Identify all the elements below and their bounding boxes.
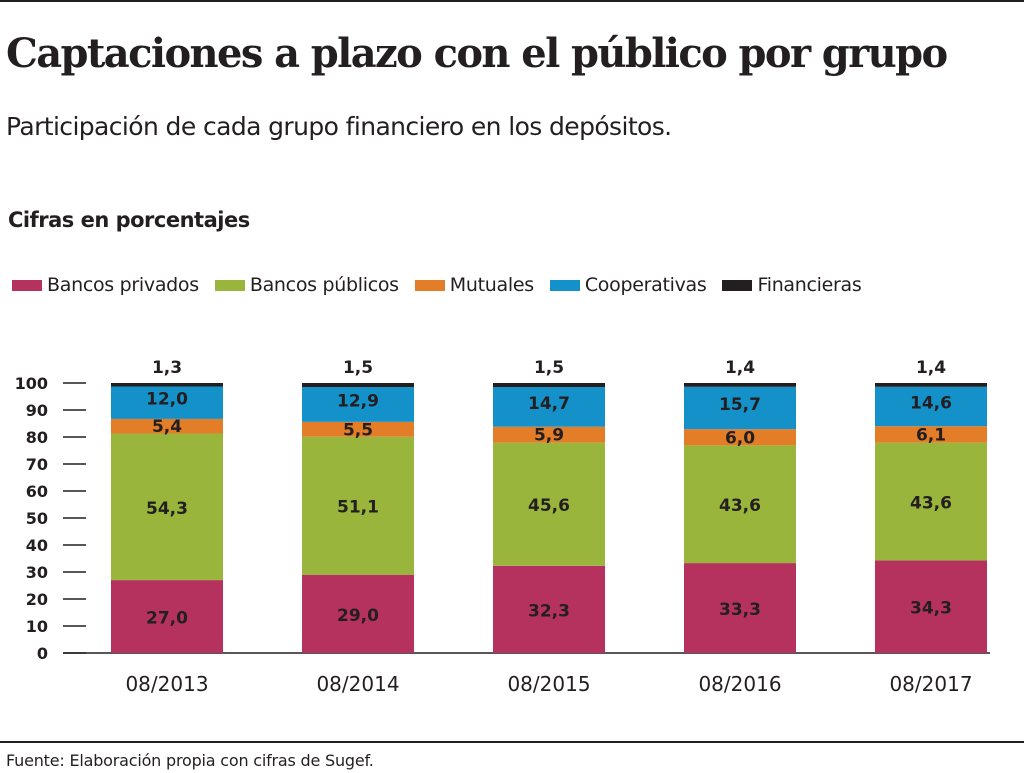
bar-segment-financieras [684, 383, 796, 387]
x-tick-label: 08/2016 [698, 672, 781, 696]
bar-segment-mutuales [493, 426, 605, 443]
legend-label-bancos-publicos: Bancos públicos [249, 274, 399, 296]
bar-segment-bancos-publicos [111, 433, 223, 581]
bar-segment-mutuales [875, 426, 987, 443]
y-tick-label: 100 [15, 374, 48, 393]
data-label-bancos-publicos: 43,6 [719, 496, 761, 516]
top-rule [0, 0, 1024, 2]
bar-segment-bancos-privados [875, 560, 987, 653]
data-label-cooperativas: 15,7 [719, 395, 761, 415]
x-tick-label: 08/2017 [889, 672, 972, 696]
bar-segment-bancos-publicos [875, 442, 987, 561]
data-label-mutuales: 6,0 [725, 428, 755, 448]
y-tick-label: 0 [37, 644, 48, 663]
y-tick-label: 30 [26, 563, 48, 582]
bar-segment-mutuales [302, 421, 414, 437]
bar-segment-cooperativas [684, 386, 796, 430]
bottom-rule [0, 741, 1024, 743]
data-label-bancos-publicos: 54,3 [146, 499, 188, 519]
legend-swatch-financieras [722, 279, 753, 291]
y-tick-label: 10 [26, 617, 48, 636]
legend-item-bancos-publicos: Bancos públicos [214, 274, 399, 296]
data-label-bancos-privados: 33,3 [719, 600, 761, 620]
data-label-bancos-privados: 29,0 [337, 606, 379, 626]
data-label-mutuales: 6,1 [916, 425, 946, 445]
y-tick-label: 20 [26, 590, 48, 609]
data-label-mutuales: 5,5 [343, 420, 373, 440]
bar-segment-bancos-publicos [684, 445, 796, 564]
x-tick-label: 08/2013 [125, 672, 208, 696]
units-note: Cifras en porcentajes [8, 208, 250, 232]
legend-item-financieras: Financieras [722, 274, 862, 296]
bar-segment-bancos-privados [302, 574, 414, 653]
data-label-financieras: 1,5 [534, 358, 564, 378]
data-label-cooperativas: 14,7 [528, 394, 570, 414]
data-label-cooperativas: 12,0 [146, 390, 188, 410]
bar-segment-bancos-publicos [302, 436, 414, 575]
legend: Bancos privados Bancos públicos Mutuales… [12, 274, 878, 296]
y-tick-label: 90 [26, 401, 48, 420]
data-label-financieras: 1,4 [725, 358, 755, 378]
source-note: Fuente: Elaboración propia con cifras de… [6, 751, 374, 770]
legend-item-bancos-privados: Bancos privados [12, 274, 199, 296]
data-label-cooperativas: 12,9 [337, 391, 379, 411]
legend-swatch-bancos-privados [12, 279, 42, 291]
bar-segment-cooperativas [493, 387, 605, 427]
chart-subtitle: Participación de cada grupo financiero e… [6, 112, 672, 141]
data-label-bancos-privados: 34,3 [910, 599, 952, 619]
legend-item-cooperativas: Cooperativas [549, 274, 707, 296]
legend-label-bancos-privados: Bancos privados [47, 274, 199, 296]
x-tick-label: 08/2014 [316, 672, 399, 696]
bar-segment-cooperativas [302, 387, 414, 422]
bar-segment-financieras [111, 383, 223, 387]
bar-segment-bancos-publicos [493, 442, 605, 566]
data-label-mutuales: 5,4 [152, 417, 182, 437]
data-label-bancos-publicos: 45,6 [528, 496, 570, 516]
legend-swatch-cooperativas [549, 279, 580, 291]
bar-segment-financieras [875, 383, 987, 387]
legend-item-mutuales: Mutuales [414, 274, 534, 296]
y-tick-label: 80 [26, 428, 48, 447]
data-label-cooperativas: 14,6 [910, 393, 952, 413]
y-tick-label: 50 [26, 509, 48, 528]
y-tick-label: 60 [26, 482, 48, 501]
data-label-bancos-publicos: 51,1 [337, 498, 379, 518]
bar-segment-financieras [302, 383, 414, 388]
bar-segment-mutuales [684, 429, 796, 446]
stacked-bar-chart: 0 10 20 30 40 50 60 70 80 90 100 27,0 54,3 5,4 12,0 1,3… [15, 358, 990, 696]
chart-title: Captaciones a plazo con el público por g… [6, 30, 948, 77]
data-label-bancos-publicos: 43,6 [910, 494, 952, 514]
bar-segment-bancos-privados [684, 563, 796, 653]
legend-label-cooperativas: Cooperativas [584, 274, 707, 296]
data-label-financieras: 1,3 [152, 358, 182, 378]
data-label-bancos-privados: 27,0 [146, 609, 188, 629]
bar-segment-bancos-privados [111, 580, 223, 653]
legend-swatch-bancos-publicos [214, 279, 245, 291]
bar-segment-mutuales [111, 418, 223, 434]
y-tick-label: 70 [26, 455, 48, 474]
legend-swatch-mutuales [414, 279, 445, 291]
bar-segment-cooperativas [111, 386, 223, 419]
x-tick-label: 08/2015 [507, 672, 590, 696]
bar-segment-financieras [493, 383, 605, 388]
legend-label-mutuales: Mutuales [449, 274, 534, 296]
data-label-financieras: 1,4 [916, 358, 946, 378]
legend-label-financieras: Financieras [757, 274, 862, 296]
bar-segment-cooperativas [875, 386, 987, 427]
bar-segment-bancos-privados [493, 565, 605, 653]
data-label-bancos-privados: 32,3 [528, 601, 570, 621]
data-label-financieras: 1,5 [343, 358, 373, 378]
y-tick-label: 40 [26, 536, 48, 555]
data-label-mutuales: 5,9 [534, 426, 564, 446]
